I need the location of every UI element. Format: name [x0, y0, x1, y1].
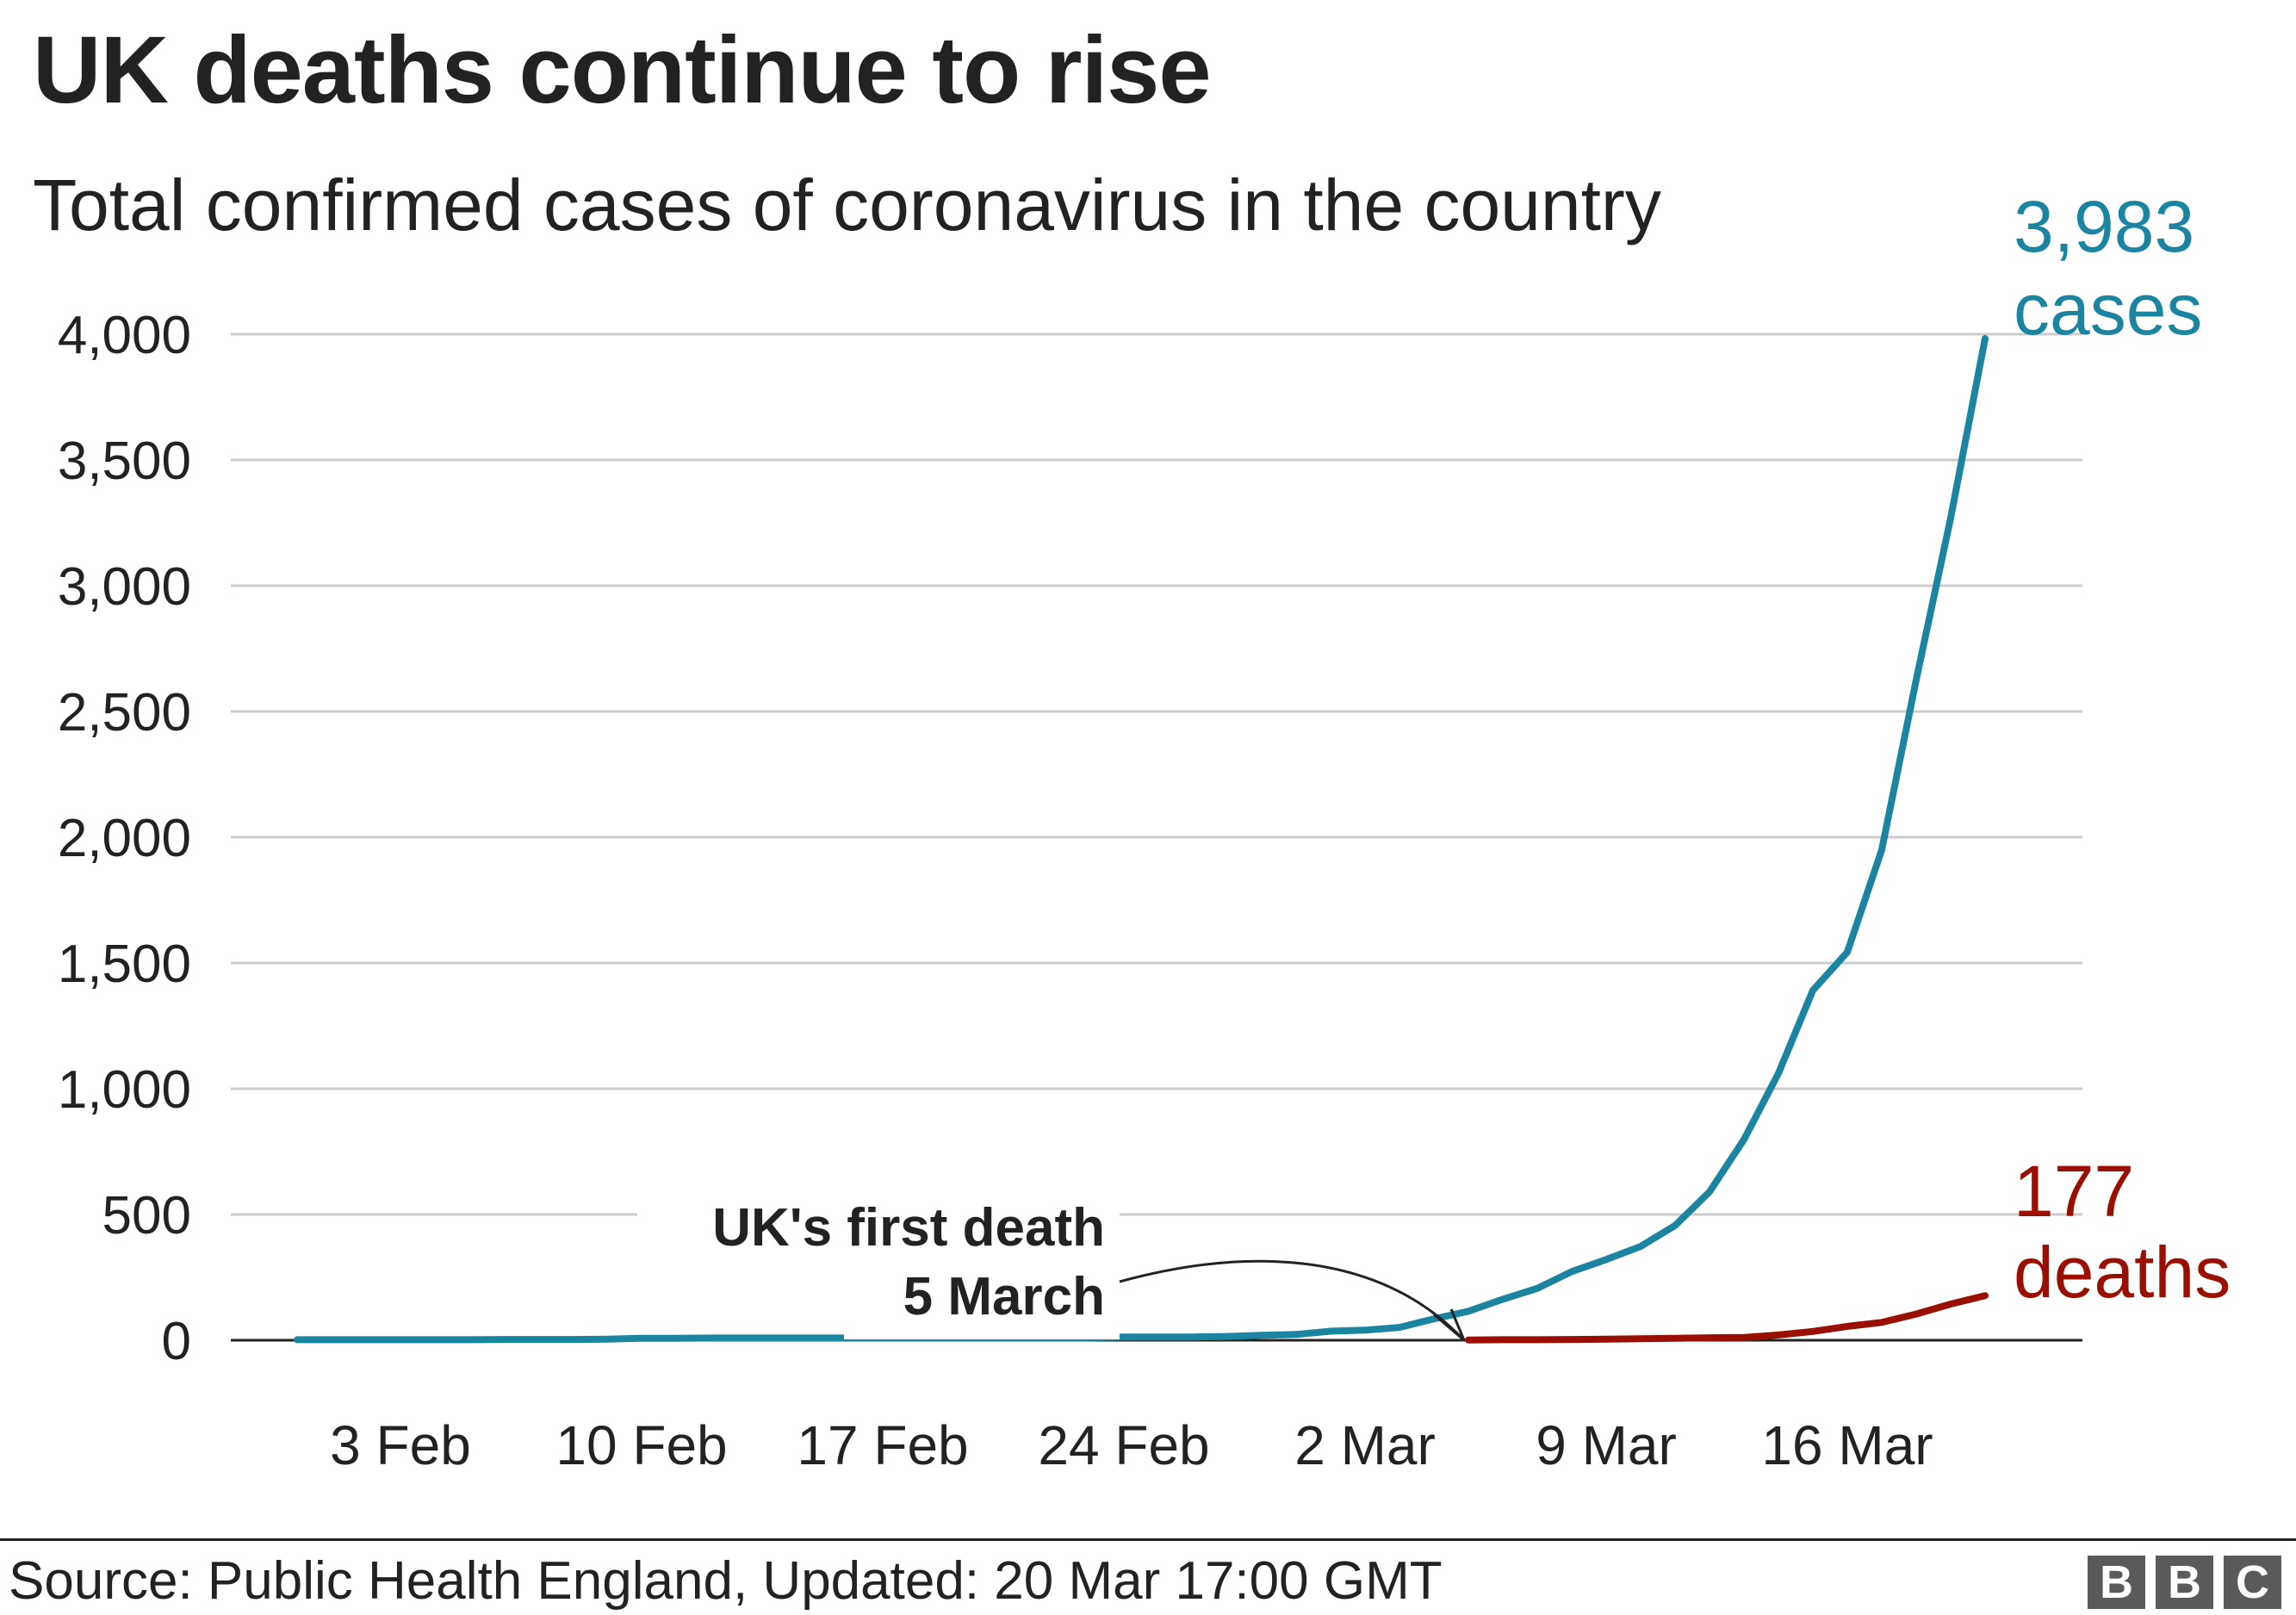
annotation-backdrop	[637, 1189, 1120, 1270]
x-axis-tick-labels: 3 Feb 10 Feb 17 Feb 24 Feb 2 Mar 9 Mar 16 Mar	[330, 1414, 1933, 1476]
y-tick-label: 1,000	[58, 1060, 191, 1120]
annotation-arrowhead	[1433, 1308, 1466, 1342]
cases-series-line	[294, 335, 1989, 1344]
annotation-first-death-label: UK's first death	[712, 1198, 1105, 1258]
y-tick-label: 2,500	[58, 683, 191, 742]
chart-subtitle: Total confirmed cases of coronavirus in …	[33, 165, 1661, 245]
source-note: Source: Public Health England, Updated: …	[9, 1551, 1443, 1611]
bbc-logo-letter-2: B	[2156, 1556, 2213, 1609]
footer-divider	[0, 1538, 2296, 1541]
bbc-logo-letter-1: B	[2088, 1556, 2145, 1609]
y-tick-label: 4,000	[58, 306, 191, 365]
deaths-series-line	[1465, 1292, 1989, 1344]
line-chart: 05001,0001,5002,0002,5003,0003,5004,000 …	[58, 186, 2231, 1476]
bbc-logo-letter-3: C	[2224, 1556, 2281, 1609]
y-tick-label: 500	[102, 1186, 191, 1245]
chart-title: UK deaths continue to rise	[33, 17, 1212, 123]
y-tick-label: 3,000	[58, 557, 191, 617]
x-tick-label: 3 Feb	[330, 1414, 471, 1476]
x-tick-label: 16 Mar	[1761, 1414, 1933, 1476]
y-axis-tick-labels: 0 500 1,000 1,500 2,000 2,500 3,000 3,500 4,000	[58, 306, 191, 1371]
deaths-end-value-label: 177	[2014, 1151, 2134, 1232]
annotation-first-death-date: 5 March	[903, 1267, 1105, 1326]
x-tick-label: 24 Feb	[1038, 1414, 1209, 1476]
annotations: UK's first death 5 March	[637, 1189, 1466, 1342]
gridlines	[231, 332, 2082, 1342]
deaths-end-unit-label: deaths	[2014, 1232, 2231, 1313]
series-lines	[294, 335, 1989, 1344]
x-tick-label: 10 Feb	[555, 1414, 727, 1476]
y-tick-label: 3,500	[58, 432, 191, 491]
x-tick-label: 2 Mar	[1294, 1414, 1436, 1476]
annotation-leader-line	[1119, 1259, 1466, 1342]
x-tick-label: 9 Mar	[1536, 1414, 1677, 1476]
annotation-backdrop	[844, 1270, 1120, 1339]
y-tick-label: 1,500	[58, 935, 191, 994]
cases-end-unit-label: cases	[2014, 269, 2202, 350]
y-tick-label: 0	[162, 1312, 191, 1371]
bbc-logo: B B C	[2088, 1556, 2282, 1609]
cases-end-value-label: 3,983	[2014, 186, 2194, 267]
x-tick-label: 17 Feb	[797, 1414, 968, 1476]
y-tick-label: 2,000	[58, 809, 191, 868]
